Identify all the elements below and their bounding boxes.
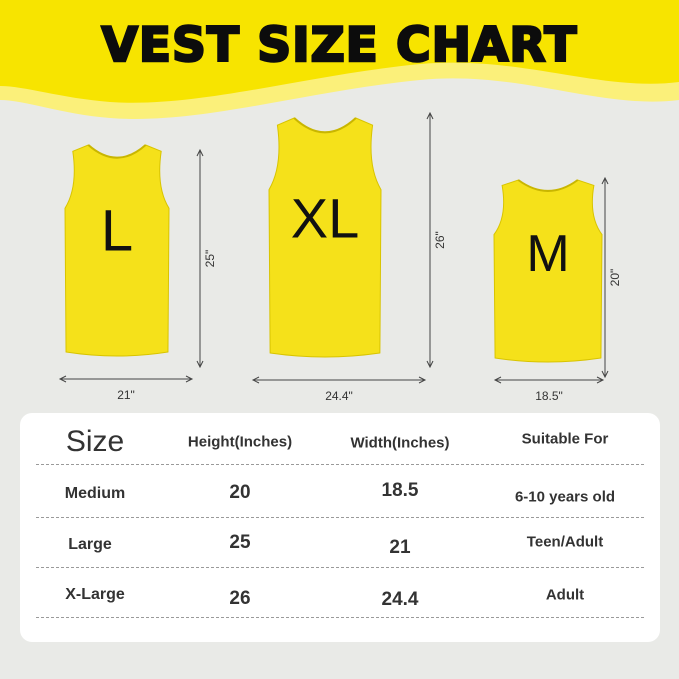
size-table: Size Height(Inches) Width(Inches) Suitab…	[20, 413, 660, 642]
page-title: VEST SIZE CHART	[100, 17, 578, 75]
divider	[36, 617, 644, 618]
height-label: 26"	[433, 231, 447, 249]
header-size: Size	[65, 425, 125, 458]
row-medium-height: 20	[229, 482, 251, 503]
vest-letter: M	[526, 225, 569, 283]
header-suitable: Suitable For	[521, 430, 609, 448]
row-xlarge-width: 24.4	[381, 589, 419, 610]
vest-letter: XL	[291, 187, 360, 250]
vest-xl: XL	[268, 117, 382, 358]
row-medium-size: Medium	[64, 485, 126, 502]
height-dimension: 20"	[601, 176, 622, 379]
row-medium-width: 18.5	[381, 480, 419, 501]
row-xlarge-size: X-Large	[65, 586, 125, 603]
width-dimension: 21"	[58, 375, 194, 402]
height-dimension: 26"	[426, 111, 447, 369]
vest-letter: L	[101, 199, 133, 264]
divider	[36, 517, 644, 518]
vest-l: L	[64, 144, 170, 357]
width-label: 18.5"	[535, 389, 563, 403]
divider	[36, 567, 644, 568]
height-label: 20"	[608, 269, 622, 287]
vest-illustrations: L 25" 21" XL 26" 24.4" M 20" 18.5"	[58, 111, 622, 403]
width-label: 21"	[117, 388, 135, 402]
row-large-suitable: Teen/Adult	[526, 533, 604, 551]
row-large-width: 21	[389, 537, 411, 558]
header-width: Width(Inches)	[350, 434, 450, 452]
row-medium-suitable: 6-10 years old	[514, 488, 616, 506]
width-dimension: 24.4"	[251, 376, 427, 403]
width-label: 24.4"	[325, 389, 353, 403]
vest-m: M	[493, 179, 603, 363]
banner-background	[0, 0, 679, 119]
row-xlarge-height: 26	[229, 588, 251, 609]
row-xlarge-suitable: Adult	[545, 586, 585, 604]
row-large-size: Large	[68, 536, 112, 553]
row-large-height: 25	[229, 532, 251, 553]
height-label: 25"	[203, 250, 217, 268]
height-dimension: 25"	[196, 148, 217, 369]
width-dimension: 18.5"	[493, 376, 605, 403]
header-height: Height(Inches)	[187, 433, 293, 451]
divider	[36, 464, 644, 465]
